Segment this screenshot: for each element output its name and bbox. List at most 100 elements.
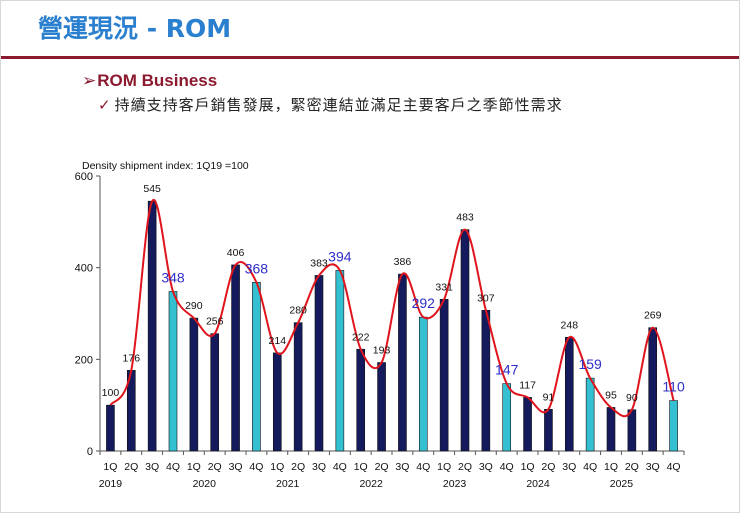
data-label: 90 [626,392,638,404]
year-label: 2025 [610,478,634,490]
trend-line [109,198,675,418]
x-tick-label: 2Q [541,461,555,473]
section-heading: ➢ROM Business [82,71,217,91]
data-label: 248 [561,319,579,331]
data-label: 176 [123,352,141,364]
bar [460,229,470,452]
x-tick-label: 1Q [437,461,451,473]
x-tick-label: 1Q [521,461,535,473]
x-tick-label: 4Q [583,461,597,473]
data-label: 394 [328,248,352,264]
bar [418,316,428,452]
bar [314,275,324,452]
x-tick-label: 1Q [103,461,117,473]
data-label: 292 [412,295,436,311]
bar [669,400,678,452]
bar [627,409,637,452]
x-tick-label: 2Q [375,461,389,473]
data-label: 368 [245,260,269,276]
x-tick-label: 1Q [354,461,368,473]
bar [356,348,366,452]
year-label: 2020 [193,478,217,490]
x-tick-label: 2Q [208,461,222,473]
bar [231,264,240,452]
y-tick-label: 600 [75,171,93,183]
data-label: 214 [269,335,287,347]
y-tick-label: 200 [75,354,93,366]
bar [293,322,303,452]
bar [585,377,595,452]
x-tick-label: 4Q [249,461,263,473]
data-label: 95 [605,389,617,401]
page-title: 營運現況 - ROM [38,14,232,43]
chart-subtitle: Density shipment index: 1Q19 =100 [82,160,249,172]
data-label: 331 [435,281,453,293]
data-label: 222 [352,331,370,343]
x-tick-label: 3Q [479,461,493,473]
data-label: 386 [394,256,412,268]
x-tick-label: 1Q [604,461,618,473]
x-tick-label: 4Q [166,461,180,473]
data-label: 91 [543,391,555,403]
bar [523,397,532,452]
bar [439,298,449,452]
section-heading-text: ROM Business [97,71,218,90]
x-tick-label: 3Q [646,461,660,473]
bar [502,383,512,452]
bar [272,352,282,452]
sub-point-text: 持續支持客戶銷售發展，緊密連結並滿足主要客戶之季節性需求 [114,96,563,114]
bar [544,408,553,452]
x-tick-label: 3Q [312,461,326,473]
year-label: 2022 [359,478,383,490]
x-tick-label: 2Q [124,461,138,473]
data-label: 117 [519,379,536,391]
data-label: 100 [102,387,120,399]
data-label: 307 [477,292,495,304]
y-tick-label: 400 [75,263,93,275]
bar [106,404,115,452]
data-label: 147 [495,362,519,378]
bar [377,362,386,452]
bar [606,407,616,452]
data-label: 110 [662,379,685,395]
data-label: 348 [161,270,185,286]
bar [252,282,261,452]
sub-point: ✓ 持續支持客戶銷售發展，緊密連結並滿足主要客戶之季節性需求 [98,94,563,115]
data-label: 269 [644,310,662,322]
data-label: 159 [578,356,602,372]
x-tick-label: 4Q [667,461,681,473]
year-label: 2024 [526,478,550,490]
bar [481,309,491,452]
x-tick-label: 1Q [187,461,201,473]
data-label: 280 [289,305,307,317]
bar [210,333,220,452]
bar [335,270,345,452]
year-label: 2019 [99,478,123,490]
data-label: 193 [373,345,391,357]
data-label: 383 [310,257,328,269]
x-tick-label: 2Q [291,461,305,473]
x-tick-label: 1Q [270,461,284,473]
x-tick-label: 2Q [625,461,639,473]
data-label: 483 [456,212,474,224]
x-tick-label: 3Q [229,461,243,473]
bar [189,317,199,452]
bar [564,337,574,452]
bar [168,291,178,452]
arrow-bullet-icon: ➢ [82,71,97,90]
x-tick-label: 4Q [416,461,430,473]
data-label: 545 [143,183,161,195]
data-label: 406 [227,247,245,259]
check-icon: ✓ [98,96,112,114]
y-tick-label: 0 [87,446,93,458]
x-tick-label: 3Q [145,461,159,473]
x-tick-label: 4Q [333,461,347,473]
bar [648,327,658,452]
x-tick-label: 2Q [458,461,472,473]
data-label: 290 [185,300,203,312]
x-tick-label: 3Q [395,461,409,473]
x-tick-label: 4Q [500,461,514,473]
data-label: 256 [206,316,224,328]
year-label: 2021 [276,478,300,490]
